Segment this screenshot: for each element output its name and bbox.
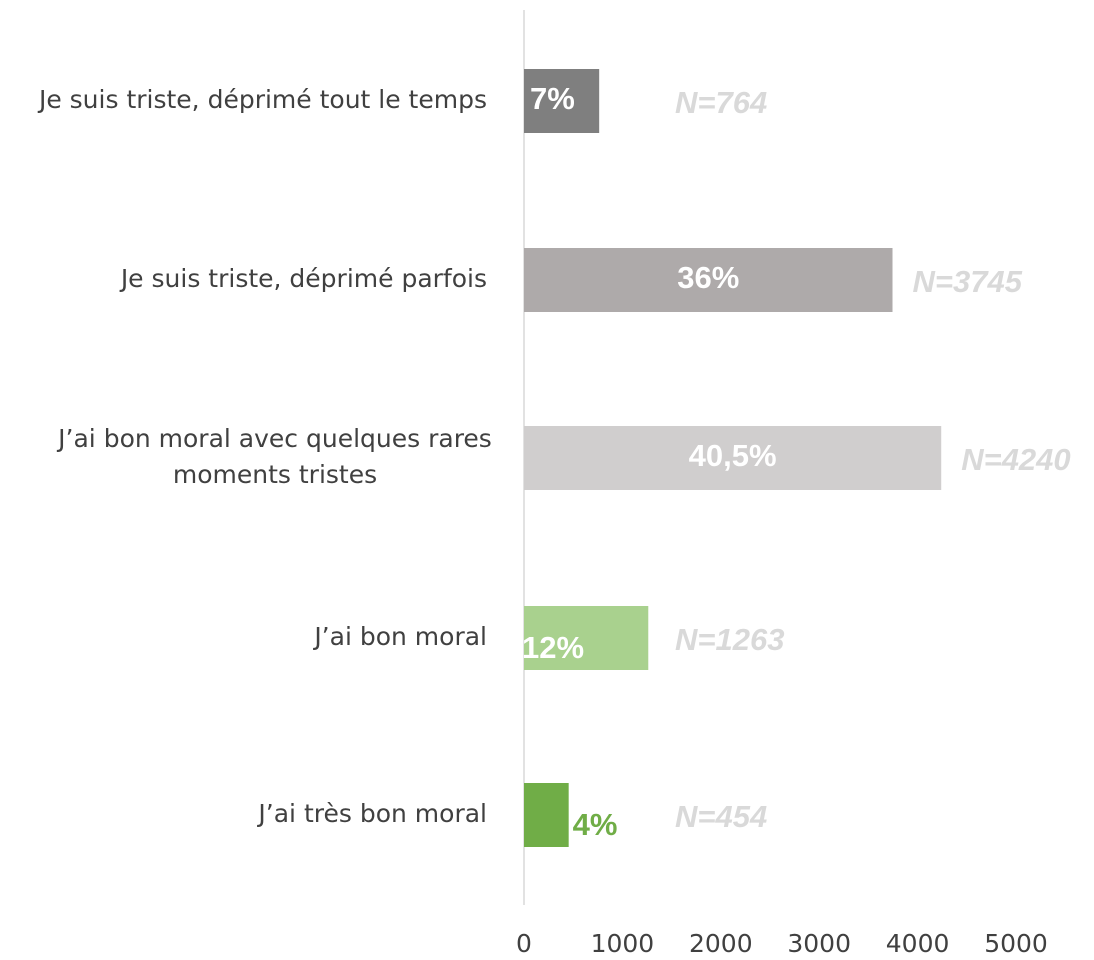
x-tick-label: 4000 <box>886 929 950 958</box>
value-label: N=1263 <box>675 622 784 657</box>
value-label: N=764 <box>675 85 767 120</box>
category-label: Je suis triste, déprimé tout le temps <box>37 85 487 114</box>
category-label: J’ai bon moral avec quelques rares moment… <box>56 424 492 489</box>
x-tick-label: 1000 <box>591 929 655 958</box>
share-label: 4% <box>573 807 618 842</box>
value-label: N=3745 <box>913 264 1023 299</box>
value-label: N=454 <box>675 799 767 834</box>
x-tick-label: 5000 <box>984 929 1048 958</box>
share-label: 7% <box>530 81 575 116</box>
category-label: Je suis triste, déprimé parfois <box>119 264 487 293</box>
x-tick-label: 0 <box>516 929 532 958</box>
bar <box>524 606 649 670</box>
category-label: J’ai bon moral <box>312 622 487 651</box>
share-label: 40,5% <box>689 438 777 473</box>
share-label: 12% <box>522 630 584 665</box>
share-label: 36% <box>677 260 739 295</box>
bar <box>524 69 600 133</box>
category-label: J’ai très bon moral <box>256 799 487 828</box>
bar <box>524 783 569 847</box>
value-label: N=4240 <box>961 442 1070 477</box>
bar <box>524 426 942 490</box>
bar <box>524 248 893 312</box>
x-tick-label: 2000 <box>689 929 753 958</box>
x-tick-label: 3000 <box>787 929 851 958</box>
